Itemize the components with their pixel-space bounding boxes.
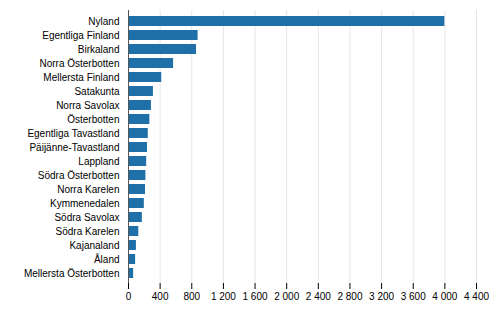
svg-text:2 000: 2 000 (274, 291, 299, 302)
svg-text:Åland: Åland (94, 253, 120, 265)
svg-text:Mellersta Finland: Mellersta Finland (43, 72, 119, 83)
svg-text:Nyland: Nyland (88, 16, 119, 27)
svg-text:3 200: 3 200 (369, 291, 394, 302)
svg-text:Södra Karelen: Södra Karelen (56, 226, 120, 237)
svg-text:4 400: 4 400 (464, 291, 489, 302)
svg-text:Kymmenedalen: Kymmenedalen (50, 198, 119, 209)
svg-text:1 600: 1 600 (243, 291, 268, 302)
svg-text:Österbotten: Österbotten (67, 114, 119, 125)
svg-text:1 200: 1 200 (211, 291, 236, 302)
svg-text:4 000: 4 000 (432, 291, 457, 302)
svg-text:2 400: 2 400 (306, 291, 331, 302)
svg-text:Norra Savolax: Norra Savolax (56, 100, 119, 111)
svg-text:Norra Österbotten: Norra Österbotten (39, 58, 119, 69)
svg-text:Södra Savolax: Södra Savolax (54, 212, 119, 223)
svg-text:Södra Österbotten: Södra Österbotten (38, 170, 120, 181)
svg-text:Egentliga Tavastland: Egentliga Tavastland (27, 128, 119, 139)
svg-text:Satakunta: Satakunta (74, 86, 119, 97)
svg-text:Kajanaland: Kajanaland (69, 240, 119, 251)
svg-text:Lappland: Lappland (78, 156, 119, 167)
svg-text:400: 400 (152, 291, 169, 302)
svg-text:2 800: 2 800 (337, 291, 362, 302)
svg-text:3 600: 3 600 (401, 291, 426, 302)
svg-text:0: 0 (126, 291, 132, 302)
svg-text:800: 800 (183, 291, 200, 302)
svg-text:Egentliga Finland: Egentliga Finland (42, 30, 119, 41)
svg-text:Mellersta Österbotten: Mellersta Österbotten (24, 268, 120, 279)
svg-text:Birkaland: Birkaland (78, 44, 120, 55)
svg-text:Päijänne-Tavastland: Päijänne-Tavastland (29, 142, 119, 153)
svg-text:Norra Karelen: Norra Karelen (57, 184, 119, 195)
